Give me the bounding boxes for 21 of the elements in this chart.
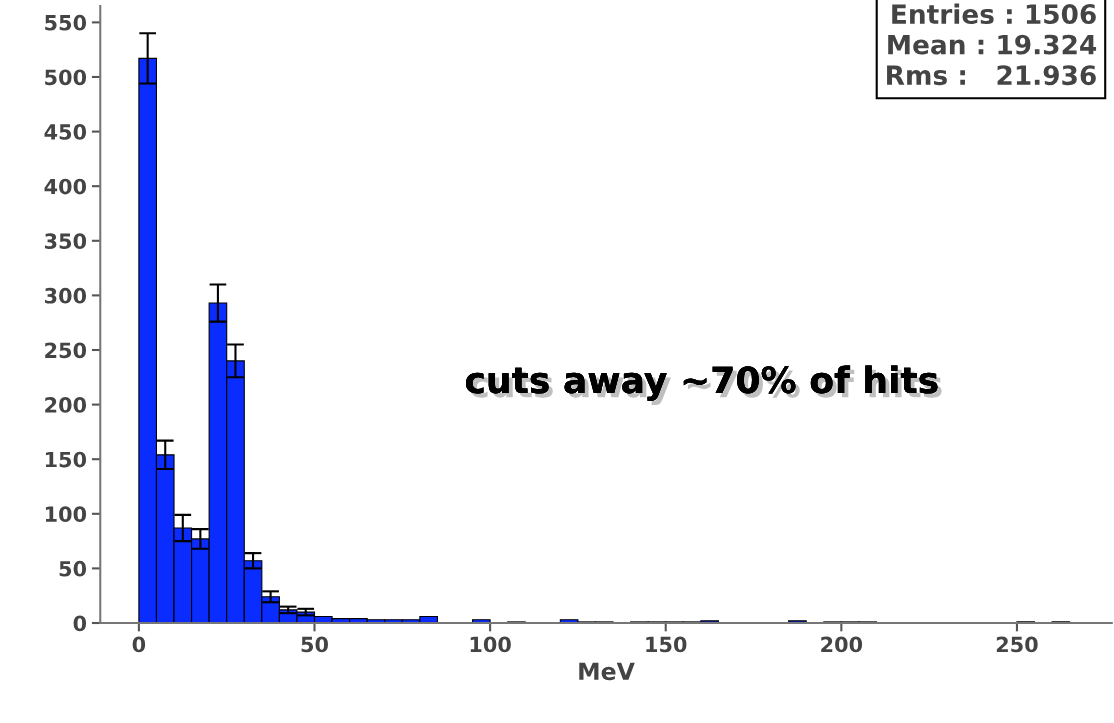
x-tick-label: 200 — [821, 636, 863, 653]
y-tick-label: 350 — [44, 233, 87, 249]
y-tick-label: 200 — [45, 397, 87, 413]
y-tick-label: 450 — [44, 124, 87, 140]
x-tick-label: 250 — [996, 636, 1038, 653]
x-tick-label: 150 — [646, 636, 687, 653]
x-axis-title: MeV — [579, 662, 635, 681]
y-tick-label: 550 — [45, 14, 87, 31]
y-tick-label: 50 — [59, 560, 87, 577]
annotation: Entries : 1506 Mean : 19.324 Rms : 21.936 — [887, 3, 1097, 86]
y-tick-label: 150 — [45, 451, 87, 468]
annotation: cuts away ~70% of hits — [466, 365, 942, 405]
y-tick-label: 400 — [44, 178, 87, 195]
x-tick-label: 50 — [301, 636, 328, 653]
y-tick-label: 250 — [45, 342, 87, 359]
y-tick-label: 100 — [45, 506, 87, 523]
x-tick-label: 100 — [470, 636, 511, 653]
y-tick-label: 0 — [73, 615, 87, 632]
x-tick-label: 0 — [132, 636, 146, 653]
y-tick-label: 300 — [44, 287, 87, 304]
y-tick-label: 500 — [45, 69, 87, 86]
